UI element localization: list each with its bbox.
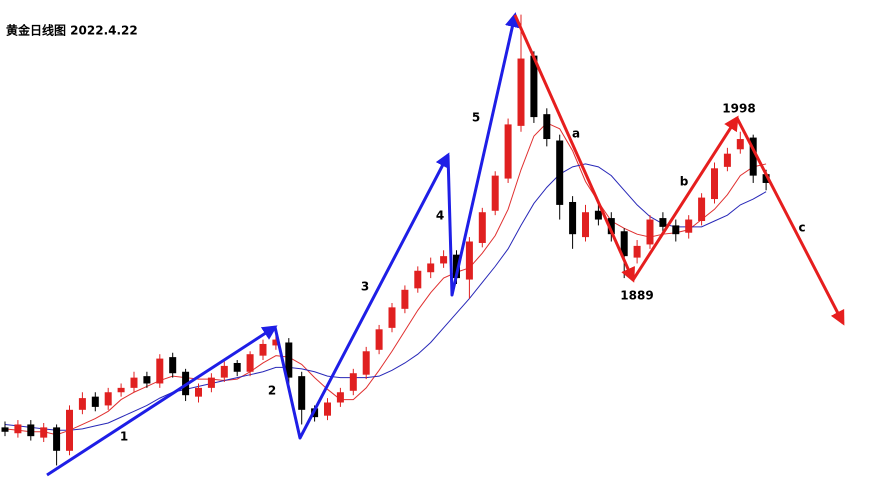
candle-body <box>672 225 680 235</box>
candle-body <box>375 329 383 350</box>
wave-line <box>513 14 635 283</box>
candle-body <box>143 376 151 384</box>
candle-body <box>272 339 280 346</box>
candle-body <box>594 210 602 220</box>
candle-body <box>711 168 718 200</box>
candle-body <box>91 396 99 407</box>
candle-body <box>685 219 693 233</box>
wave-line <box>46 325 278 477</box>
candle-body <box>298 376 306 410</box>
candle-body <box>530 55 538 118</box>
wave-label: a <box>572 127 580 141</box>
candle-body <box>14 424 22 434</box>
candle-body <box>233 362 241 372</box>
candle-body <box>762 174 770 183</box>
candle-body <box>104 392 112 406</box>
wave-label: 1 <box>120 430 128 444</box>
candle-body <box>414 270 422 289</box>
candle-body <box>646 219 654 245</box>
candle-body <box>207 377 215 388</box>
candle-body <box>362 351 370 375</box>
wave-label: 4 <box>436 209 444 223</box>
candle-body <box>78 398 86 410</box>
moving-average <box>4 122 767 436</box>
wave-label: c <box>798 221 805 235</box>
candle-body <box>195 387 202 397</box>
candle-body <box>723 153 731 167</box>
candle-body <box>401 289 409 309</box>
candle-body <box>465 241 473 280</box>
candle-body <box>130 377 138 388</box>
candle-body <box>736 139 744 150</box>
wave-line <box>446 12 520 297</box>
candle-body <box>388 307 396 328</box>
moving-average <box>4 163 767 431</box>
candles <box>1 14 770 466</box>
candle-body <box>478 212 486 243</box>
candle-body <box>543 114 551 140</box>
wave-label: 5 <box>472 111 480 125</box>
candle-body <box>336 392 344 403</box>
candle-body <box>246 354 254 372</box>
candle-body <box>259 343 267 356</box>
candle-body <box>659 218 667 227</box>
candle-body <box>620 231 628 257</box>
candle-body <box>53 427 61 451</box>
candle-body <box>491 175 499 211</box>
wave-line <box>631 115 739 281</box>
price-label: 1889 <box>620 289 653 303</box>
candle-body <box>220 365 228 378</box>
candle-body <box>117 387 125 393</box>
candle-body <box>156 358 164 384</box>
wave-label: b <box>680 175 689 189</box>
candle-body <box>749 137 757 176</box>
candle-body <box>607 218 615 235</box>
chart-title: 黄金日线图 2022.4.22 <box>6 23 138 38</box>
wave-lines <box>46 12 845 477</box>
candle-body <box>569 201 577 235</box>
candle-body <box>698 197 706 222</box>
wave-line <box>273 152 450 440</box>
candle-body <box>517 58 525 126</box>
candle-body <box>427 263 435 273</box>
candle-body <box>27 424 35 437</box>
wave-label: 3 <box>361 280 369 294</box>
candle-body <box>66 409 73 451</box>
candle-body <box>285 342 293 378</box>
candle-body <box>1 427 9 432</box>
candle-body <box>504 124 512 179</box>
wave-line <box>735 117 845 326</box>
candle-body <box>169 357 177 374</box>
wave-label: 2 <box>268 384 276 398</box>
candle-body <box>40 427 48 438</box>
candle-body <box>349 373 357 391</box>
candle-body <box>453 254 460 279</box>
price-label: 1998 <box>722 102 755 116</box>
candle-body <box>440 256 448 264</box>
candle-body <box>556 140 564 205</box>
candle-body <box>633 245 641 258</box>
candle-body <box>324 402 331 416</box>
candle-body <box>582 212 589 238</box>
